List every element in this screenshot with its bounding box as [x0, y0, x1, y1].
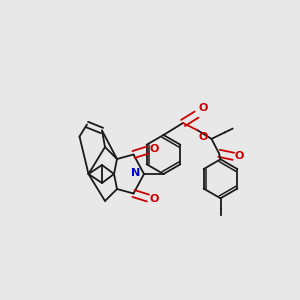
Text: O: O: [198, 103, 207, 113]
Text: O: O: [199, 132, 208, 142]
Text: O: O: [235, 151, 244, 161]
Text: O: O: [149, 194, 159, 204]
Text: N: N: [131, 168, 140, 178]
Text: O: O: [149, 144, 159, 154]
